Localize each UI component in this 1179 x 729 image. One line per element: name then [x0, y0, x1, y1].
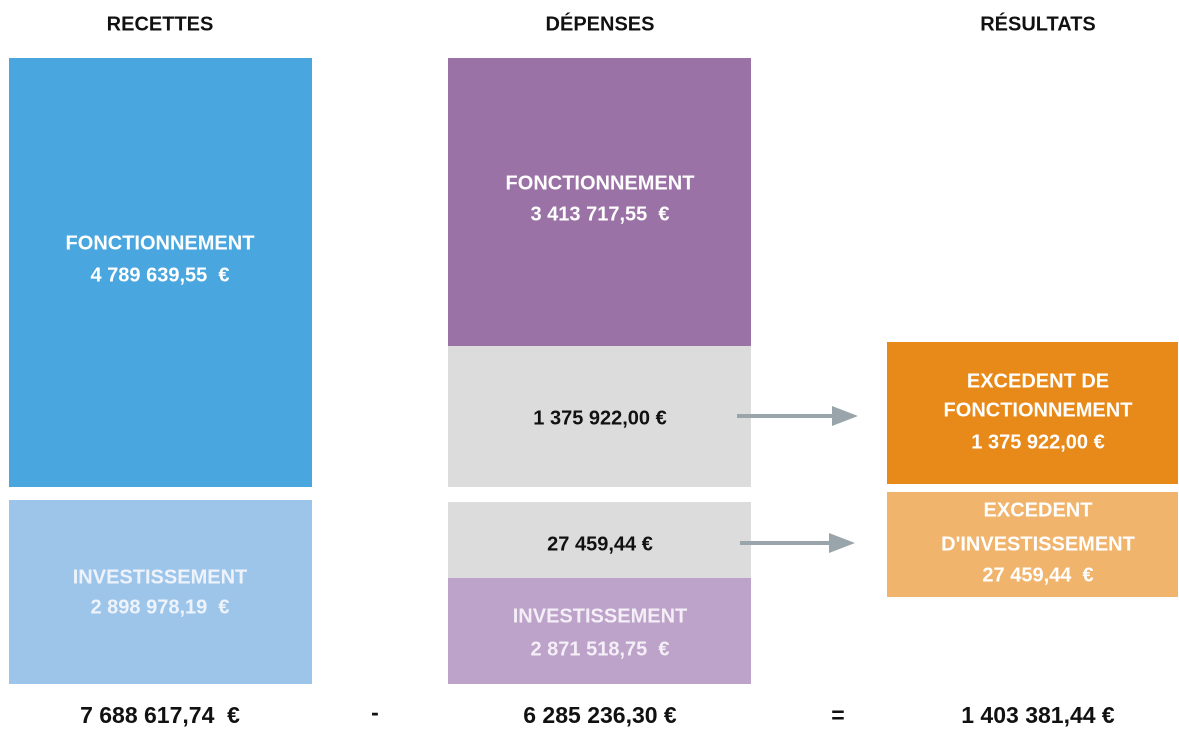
- block-label: EXCEDENT: [984, 499, 1093, 521]
- block-amount: 1 375 922,00 €: [971, 431, 1104, 453]
- block-amount: 2 871 518,75 €: [530, 638, 669, 660]
- block-amount: 27 459,44 €: [982, 564, 1093, 586]
- block: [448, 578, 751, 684]
- block-label: FONCTIONNEMENT: [506, 172, 695, 194]
- block-label: INVESTISSEMENT: [513, 605, 687, 627]
- total: 1 403 381,44 €: [961, 702, 1115, 728]
- block-label: FONCTIONNEMENT: [944, 399, 1133, 421]
- block-amount: 1 375 922,00 €: [533, 407, 666, 429]
- block: [448, 502, 751, 578]
- block: [448, 58, 751, 346]
- total: 7 688 617,74 €: [80, 702, 240, 728]
- block: [448, 346, 751, 487]
- block-label: FONCTIONNEMENT: [66, 232, 255, 254]
- header: RECETTES: [107, 13, 214, 35]
- block-amount: 27 459,44 €: [547, 533, 653, 555]
- block-label: INVESTISSEMENT: [73, 566, 247, 588]
- block-label: D'INVESTISSEMENT: [941, 533, 1135, 555]
- operator: -: [371, 699, 379, 725]
- header: RÉSULTATS: [980, 12, 1096, 35]
- block: [887, 342, 1178, 484]
- block: [9, 58, 312, 487]
- block-amount: 3 413 717,55 €: [530, 203, 669, 225]
- block-amount: 2 898 978,19 €: [90, 596, 229, 618]
- block-amount: 4 789 639,55 €: [90, 264, 229, 286]
- total: 6 285 236,30 €: [523, 702, 677, 728]
- block-label: EXCEDENT DE: [967, 370, 1109, 392]
- operator: =: [831, 702, 844, 728]
- block: [887, 492, 1178, 597]
- header: DÉPENSES: [546, 12, 655, 35]
- arrow: [737, 406, 858, 553]
- block: [9, 500, 312, 684]
